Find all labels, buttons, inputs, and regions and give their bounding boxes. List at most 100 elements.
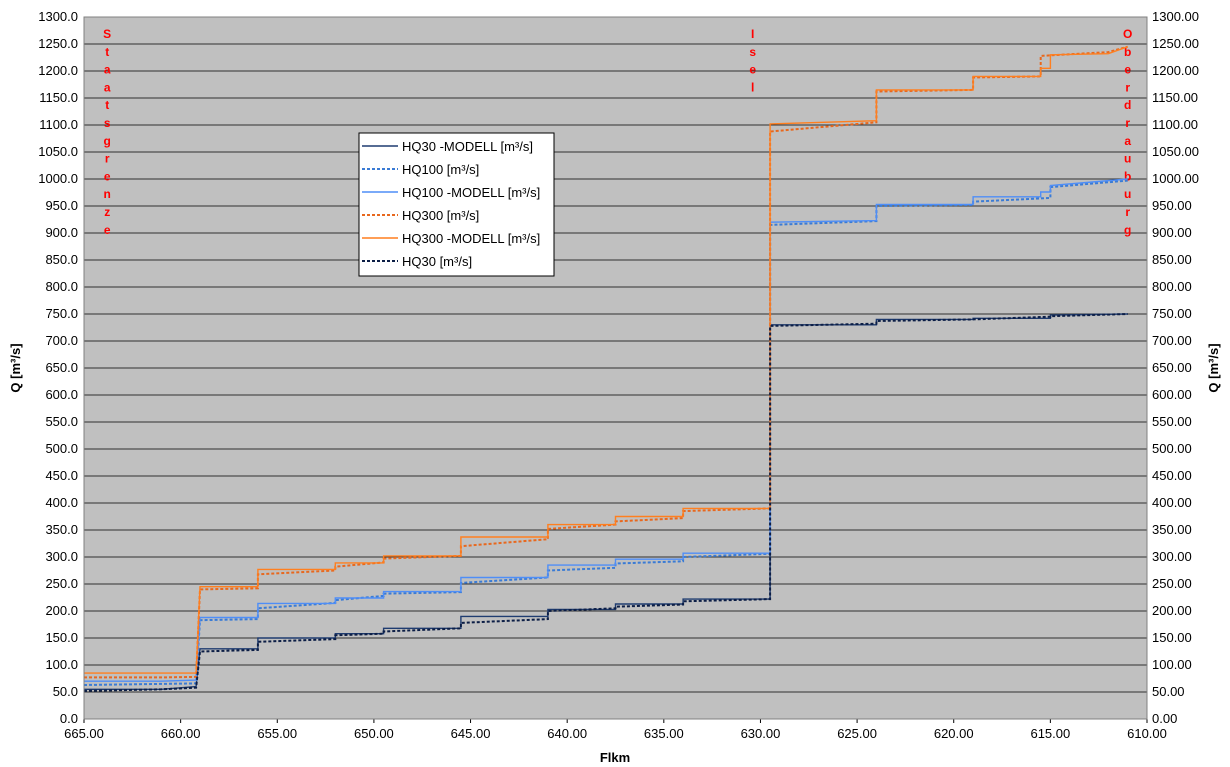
y-tick-label-left: 850.0 [45, 252, 78, 267]
x-tick-label: 625.00 [837, 726, 877, 741]
y-tick-label-right: 500.00 [1152, 441, 1192, 456]
y-tick-label-left: 900.0 [45, 225, 78, 240]
y-tick-label-right: 550.00 [1152, 414, 1192, 429]
annotation-letter: g [1124, 223, 1131, 237]
annotation-letter: a [104, 63, 111, 77]
y-tick-label-right: 350.00 [1152, 522, 1192, 537]
annotation-letter: r [105, 152, 110, 166]
legend-label: HQ100 [m³/s] [402, 162, 479, 177]
y-tick-label-left: 100.0 [45, 657, 78, 672]
x-tick-label: 645.00 [451, 726, 491, 741]
y-tick-label-right: 300.00 [1152, 549, 1192, 564]
y-tick-label-left: 300.0 [45, 549, 78, 564]
gridlines [84, 16, 1147, 720]
x-tick-label: 630.00 [741, 726, 781, 741]
y-tick-label-right: 400.00 [1152, 495, 1192, 510]
legend-item: HQ100 -MODELL [m³/s] [362, 185, 540, 200]
y-tick-label-left: 750.0 [45, 306, 78, 321]
y-tick-label-left: 1000.0 [38, 171, 78, 186]
series-layer [83, 45, 1128, 692]
annotation-letter: d [1124, 98, 1131, 112]
y-tick-label-right: 700.00 [1152, 333, 1192, 348]
y-tick-label-left: 0.0 [60, 711, 78, 726]
y-tick-label-left: 450.0 [45, 468, 78, 483]
annotation-letter: r [1125, 205, 1130, 219]
y-tick-label-right: 1000.00 [1152, 171, 1199, 186]
y-tick-label-right: 850.00 [1152, 252, 1192, 267]
annotation-letter: e [104, 223, 111, 237]
y-tick-label-left: 600.0 [45, 387, 78, 402]
y-tick-label-left: 50.0 [53, 684, 78, 699]
annotation-letter: n [104, 187, 111, 201]
y-tick-label-left: 1100.0 [39, 117, 78, 132]
y-tick-label-left: 400.0 [45, 495, 78, 510]
y-axis-right: 0.00 50.00 100.00 150.00 200.00 250.00 300.00 3… [1152, 9, 1199, 726]
x-tick-label: 660.00 [161, 726, 201, 741]
y-tick-label-right: 0.00 [1152, 711, 1177, 726]
annotation-letter: b [1124, 169, 1131, 183]
y-tick-label-left: 1200.0 [38, 63, 78, 78]
y-tick-label-left: 700.0 [45, 333, 78, 348]
y-tick-label-left: 250.0 [45, 576, 78, 591]
annotation-letter: a [104, 80, 111, 94]
legend-label: HQ300 [m³/s] [402, 208, 479, 223]
annotation-letter: O [1123, 27, 1132, 41]
series-line-4 [84, 46, 1128, 674]
x-tick-label: 650.00 [354, 726, 394, 741]
annotation-letter: e [1124, 63, 1131, 77]
annotation-letter: u [1124, 152, 1131, 166]
y-tick-label-right: 1250.00 [1152, 36, 1199, 51]
y-tick-label-right: 650.00 [1152, 360, 1192, 375]
legend-item: HQ300 -MODELL [m³/s] [362, 231, 540, 246]
y-tick-label-left: 200.0 [45, 603, 78, 618]
y-axis-left: 0.0 50.0 100.0 150.0 200.0 250.0 300.0 350.0 400… [38, 9, 78, 726]
series-line-5 [83, 313, 1128, 692]
legend-label: HQ30 [m³/s] [402, 254, 472, 269]
legend-item: HQ300 [m³/s] [362, 208, 479, 223]
x-tick-label: 640.00 [547, 726, 587, 741]
y-axis-title-left: Q [m³/s] [8, 343, 23, 392]
annotation-letter: r [1125, 80, 1130, 94]
y-tick-label-left: 950.0 [45, 198, 78, 213]
y-tick-label-right: 100.00 [1152, 657, 1192, 672]
annotation-letter: t [105, 98, 109, 112]
y-tick-label-left: 1050.0 [38, 144, 78, 159]
y-tick-label-right: 50.00 [1152, 684, 1185, 699]
x-tick-label: 655.00 [257, 726, 297, 741]
annotation-letter: b [1124, 45, 1131, 59]
legend-item: HQ30 -MODELL [m³/s] [362, 139, 533, 154]
annotation-letter: e [104, 169, 111, 183]
y-tick-label-right: 1100.00 [1152, 117, 1198, 132]
y-tick-label-left: 1250.0 [38, 36, 78, 51]
annotation-letter: e [749, 63, 756, 77]
y-tick-label-right: 150.00 [1152, 630, 1192, 645]
y-tick-label-left: 550.0 [45, 414, 78, 429]
x-tick-label: 620.00 [934, 726, 974, 741]
plot-border [83, 16, 1148, 720]
annotation-letter: a [1124, 134, 1131, 148]
y-tick-label-left: 1300.0 [38, 9, 78, 24]
y-tick-label-left: 350.0 [45, 522, 78, 537]
legend-label: HQ300 -MODELL [m³/s] [402, 231, 540, 246]
annotation-letter: u [1124, 187, 1131, 201]
y-tick-label-right: 750.00 [1152, 306, 1192, 321]
y-tick-label-left: 500.0 [45, 441, 78, 456]
x-axis: 665.00 660.00 655.00 650.00 645.00 640.00 635.… [64, 719, 1167, 741]
y-tick-label-left: 150.0 [45, 630, 78, 645]
y-tick-label-right: 950.00 [1152, 198, 1192, 213]
legend: HQ30 -MODELL [m³/s] HQ100 [m³/s] HQ100 -MO… [358, 132, 555, 277]
annotation-letter: I [751, 27, 754, 41]
annotation-letter: s [104, 116, 111, 130]
y-tick-label-left: 650.0 [45, 360, 78, 375]
annotation-letter: t [105, 45, 109, 59]
legend-box [358, 132, 555, 277]
legend-label: HQ100 -MODELL [m³/s] [402, 185, 540, 200]
annotation-letter: s [749, 45, 756, 59]
y-tick-label-right: 800.00 [1152, 279, 1192, 294]
y-tick-label-right: 450.00 [1152, 468, 1192, 483]
